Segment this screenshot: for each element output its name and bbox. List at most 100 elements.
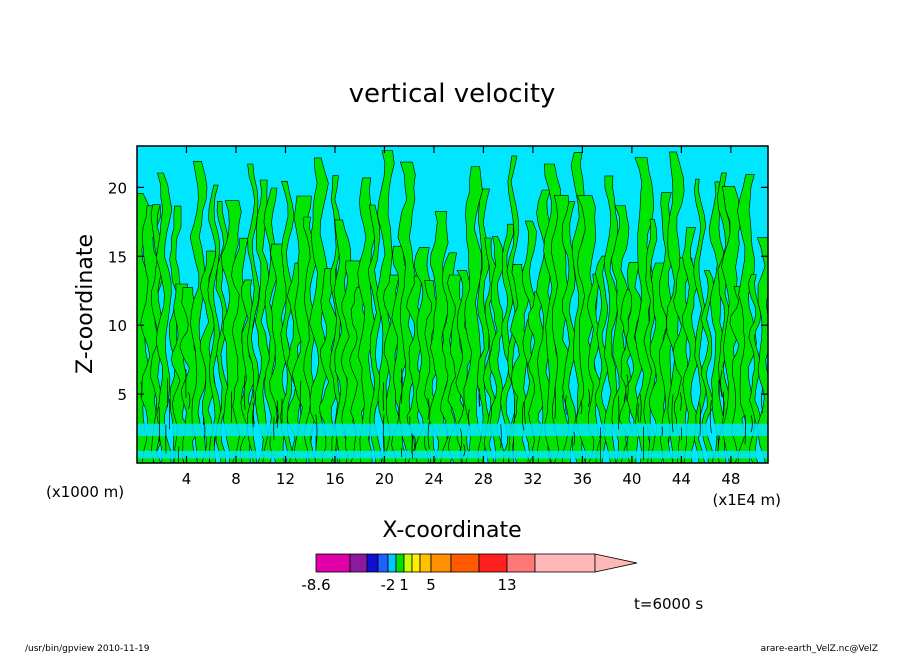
contour-line: [468, 408, 470, 426]
footer-left: /usr/bin/gpview 2010-11-19: [25, 644, 150, 654]
contour-stripe: [595, 255, 609, 463]
plot-area: [136, 145, 769, 464]
plot-frame: [136, 145, 769, 464]
colorbar-swatch: [395, 553, 405, 573]
contour-line: [178, 446, 180, 463]
colorbar-swatch: [450, 553, 480, 573]
contour-stripe: [748, 274, 762, 463]
colorbar-swatch: [349, 553, 368, 573]
contour-field: [137, 150, 768, 463]
contour-stripe: [611, 205, 630, 463]
chart-title: vertical velocity: [349, 79, 556, 109]
colorbar-swatch: [411, 553, 421, 573]
x-unit-right: (x1E4 m): [712, 491, 781, 509]
contour-line: [671, 394, 674, 433]
x-tick-label: 20: [375, 470, 394, 488]
footer-right: arare-earth_VelZ.nc@VelZ: [761, 644, 878, 654]
contour-line: [565, 395, 567, 415]
contour-stripe: [550, 195, 572, 463]
contour-line: [315, 414, 318, 449]
contour-stripe: [506, 155, 521, 463]
contour-line: [750, 415, 753, 433]
colorbar-swatch: [430, 553, 452, 573]
x-tick-label: 32: [523, 470, 542, 488]
contour-line: [427, 421, 430, 449]
contour-line: [699, 402, 701, 437]
colorbar-swatch: [534, 553, 596, 573]
x-tick-label: 28: [474, 470, 493, 488]
contour-line: [626, 374, 629, 402]
contour-line: [761, 387, 764, 414]
contour-line: [744, 415, 746, 445]
contour-line: [427, 397, 430, 420]
colorbar-swatch: [506, 553, 536, 573]
contour-line: [243, 375, 246, 410]
contour-line: [276, 400, 279, 428]
contour-line: [618, 395, 620, 430]
colorbar-swatch: [478, 553, 508, 573]
x-tick-label: 36: [573, 470, 592, 488]
contour-stripe: [693, 178, 707, 463]
contour-stripe: [280, 181, 295, 463]
colorbar-swatch: [387, 553, 397, 573]
colorbar-swatch: [366, 553, 379, 573]
colorbar-swatch: [419, 553, 432, 573]
contour-line: [500, 424, 502, 448]
contour-line: [411, 433, 413, 454]
contour-line: [680, 392, 682, 411]
contour-line: [252, 402, 255, 428]
colorbar-label: -2: [381, 576, 396, 594]
time-label: t=6000 s: [634, 595, 703, 613]
x-axis-label: X-coordinate: [382, 518, 521, 543]
contour-line: [202, 416, 205, 426]
colorbar-swatch: [377, 553, 389, 573]
contour-line: [637, 403, 640, 422]
contour-line: [382, 414, 385, 453]
surface-band: [137, 450, 768, 459]
colorbar-label: 13: [497, 576, 516, 594]
contour-line: [709, 400, 712, 434]
contour-line: [463, 444, 466, 457]
y-tick-label: 10: [108, 317, 127, 335]
contour-stripe: [756, 237, 768, 463]
contour-stripe: [476, 188, 490, 463]
contour-stripe: [682, 227, 698, 463]
x-unit-left: (x1000 m): [46, 483, 124, 501]
contour-line: [140, 381, 143, 398]
contour-stripe: [397, 161, 418, 463]
contour-line: [460, 428, 463, 451]
contour-stripe: [737, 174, 757, 463]
colorbar-swatch: [315, 553, 351, 573]
y-axis-label: Z-coordinate: [73, 234, 98, 374]
contour-line: [554, 386, 556, 419]
contour-line: [587, 389, 591, 407]
contour-line: [252, 388, 255, 399]
contour-line: [639, 393, 642, 423]
contour-stripe: [603, 175, 619, 463]
y-tick-label: 15: [108, 248, 127, 266]
y-tick-label: 5: [117, 386, 127, 404]
contour-line: [580, 400, 583, 415]
x-tick-label: 8: [231, 470, 241, 488]
x-tick-label: 40: [622, 470, 641, 488]
colorbar-label: 5: [426, 576, 436, 594]
contour-line: [522, 402, 524, 431]
colorbar: -8.6 -2 1 5 13: [301, 553, 638, 594]
colorbar-extend-arrow: [594, 553, 638, 573]
colorbar-swatch: [403, 553, 413, 573]
contour-stripe: [488, 236, 505, 463]
contour-line: [573, 431, 576, 446]
colorbar-label: 1: [399, 576, 409, 594]
x-tick-label: 4: [182, 470, 192, 488]
contour-stripe: [189, 161, 208, 463]
contour-stripe: [254, 179, 270, 463]
contour-stripe: [309, 157, 329, 463]
contour-stripe: [700, 270, 714, 463]
contour-stripe: [522, 220, 538, 463]
contour-line: [720, 370, 723, 397]
x-tick-label: 24: [424, 470, 443, 488]
x-tick-label: 16: [325, 470, 344, 488]
surface-band: [137, 423, 768, 437]
